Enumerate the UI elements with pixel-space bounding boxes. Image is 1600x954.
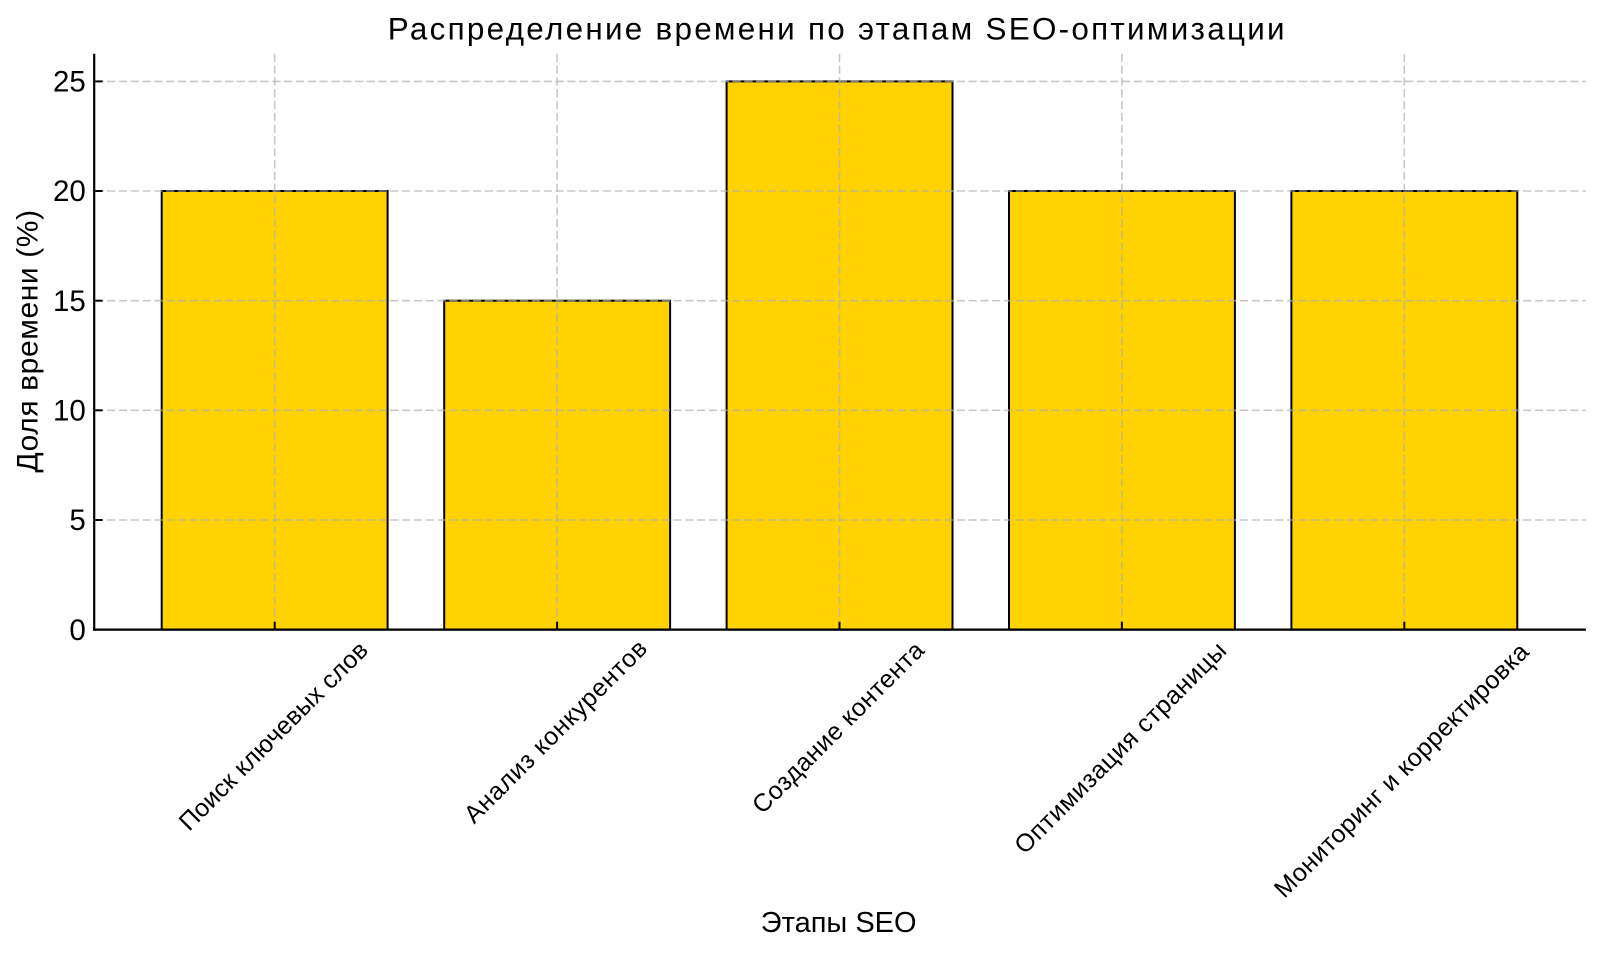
svg-text:Доля времени (%): Доля времени (%) bbox=[12, 209, 45, 472]
svg-text:Анализ конкурентов: Анализ конкурентов bbox=[459, 634, 654, 829]
svg-text:15: 15 bbox=[53, 285, 86, 318]
svg-text:25: 25 bbox=[53, 66, 86, 99]
svg-text:Оптимизация страницы: Оптимизация страницы bbox=[1009, 636, 1233, 860]
svg-text:20: 20 bbox=[53, 175, 86, 208]
svg-text:Этапы SEO: Этапы SEO bbox=[761, 907, 917, 939]
svg-text:Мониторинг и корректировка: Мониторинг и корректировка bbox=[1269, 637, 1535, 903]
svg-text:10: 10 bbox=[53, 395, 86, 428]
svg-text:Поиск ключевых слов: Поиск ключевых слов bbox=[174, 636, 374, 836]
svg-text:Создание контента: Создание контента bbox=[747, 636, 930, 819]
svg-text:0: 0 bbox=[69, 614, 85, 647]
svg-text:Распределение времени по этапа: Распределение времени по этапам SEO-опти… bbox=[388, 12, 1287, 47]
svg-text:5: 5 bbox=[69, 504, 85, 537]
